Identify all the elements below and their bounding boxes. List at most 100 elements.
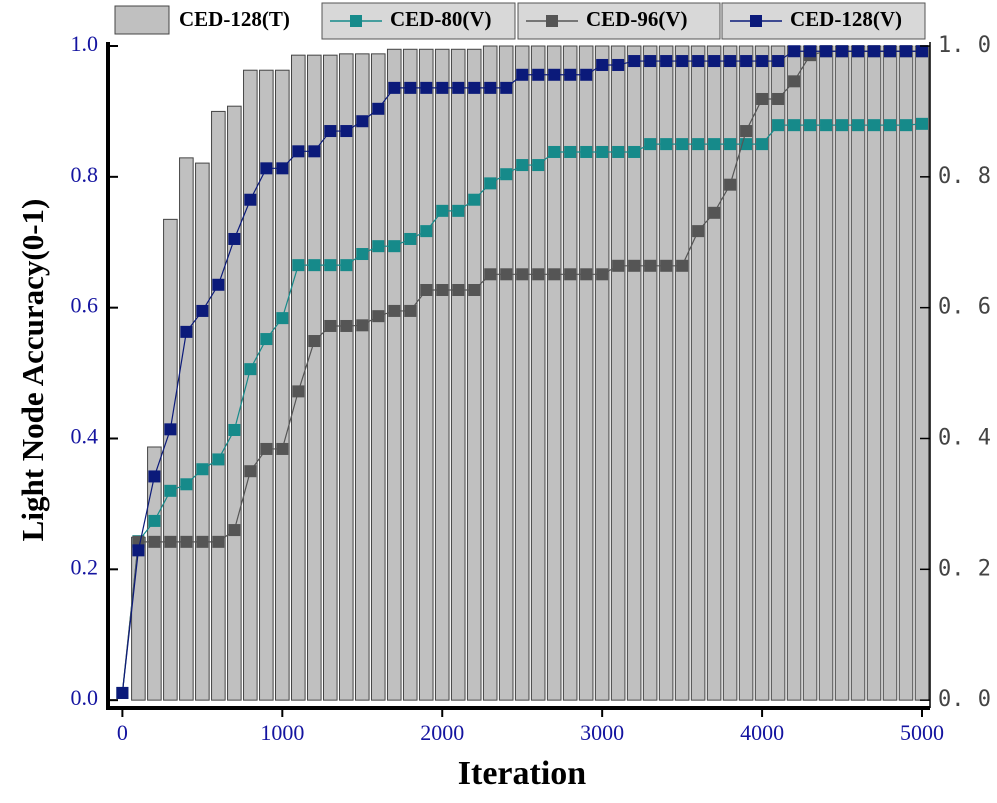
marker [804, 45, 817, 58]
bar [690, 45, 706, 701]
marker [212, 278, 225, 291]
marker [308, 259, 321, 272]
legend-marker [546, 15, 558, 27]
marker [452, 283, 465, 296]
marker [196, 535, 209, 548]
marker [228, 232, 241, 245]
bar [626, 45, 642, 701]
marker [388, 304, 401, 317]
x-tick-label: 2000 [420, 720, 464, 745]
marker [548, 68, 561, 81]
marker [356, 248, 369, 261]
marker [500, 168, 513, 181]
marker [324, 125, 337, 138]
bar [594, 45, 610, 701]
marker [356, 319, 369, 332]
marker [132, 544, 145, 557]
marker [372, 310, 385, 323]
marker [148, 514, 161, 527]
marker [772, 55, 785, 68]
bar [163, 218, 178, 701]
marker [244, 465, 257, 478]
bar [914, 45, 930, 701]
legend-marker [350, 15, 362, 27]
marker [388, 81, 401, 94]
marker [292, 145, 305, 158]
y-tick-label: 0.8 [71, 162, 99, 187]
marker [564, 145, 577, 158]
marker [308, 145, 321, 158]
bar [498, 45, 514, 701]
marker [228, 423, 241, 436]
bar [562, 45, 578, 701]
bar [834, 45, 850, 701]
marker [180, 478, 193, 491]
y2-tick-label: 0. 2 [938, 556, 991, 581]
bar [195, 162, 210, 701]
marker [436, 204, 449, 217]
marker [212, 535, 225, 548]
marker [372, 240, 385, 253]
marker [820, 45, 833, 58]
x-tick-label: 5000 [900, 720, 944, 745]
marker [420, 225, 433, 238]
bar [402, 48, 418, 701]
marker [260, 333, 273, 346]
bar [786, 45, 802, 701]
marker [756, 92, 769, 105]
marker [628, 145, 641, 158]
marker [276, 162, 289, 175]
y-tick-label: 1.0 [71, 31, 99, 56]
legend-marker [750, 15, 762, 27]
marker [292, 385, 305, 398]
marker [516, 159, 529, 172]
marker [468, 193, 481, 206]
marker [404, 232, 417, 245]
marker [900, 45, 913, 58]
y2-tick-label: 0. 4 [938, 425, 991, 450]
marker [564, 68, 577, 81]
marker [772, 119, 785, 132]
bar [211, 110, 226, 701]
marker [916, 117, 929, 130]
marker [404, 81, 417, 94]
marker [724, 55, 737, 68]
marker [708, 55, 721, 68]
bar [179, 157, 194, 701]
y-axis-label: Light Node Accuracy(0-1) [15, 199, 50, 542]
marker [804, 119, 817, 132]
bar [530, 45, 546, 701]
bar [243, 69, 258, 701]
bar [610, 45, 626, 701]
x-tick-label: 4000 [740, 720, 784, 745]
marker [628, 259, 641, 272]
marker [852, 45, 865, 58]
marker [260, 162, 273, 175]
bar [227, 105, 242, 701]
marker [724, 138, 737, 151]
marker [516, 68, 529, 81]
marker [836, 45, 849, 58]
marker [196, 463, 209, 476]
marker [628, 55, 641, 68]
bar [514, 45, 530, 701]
bar [466, 48, 482, 701]
marker [500, 268, 513, 281]
marker [532, 268, 545, 281]
legend-label: CED-128(T) [179, 7, 290, 31]
marker [692, 225, 705, 238]
marker [484, 268, 497, 281]
marker [644, 138, 657, 151]
marker [548, 145, 561, 158]
marker [868, 45, 881, 58]
marker [420, 283, 433, 296]
marker [324, 319, 337, 332]
marker [788, 75, 801, 88]
marker [484, 81, 497, 94]
marker [324, 259, 337, 272]
marker [388, 240, 401, 253]
x-tick-label: 3000 [580, 720, 624, 745]
marker [468, 283, 481, 296]
marker [676, 138, 689, 151]
bar [882, 45, 898, 701]
